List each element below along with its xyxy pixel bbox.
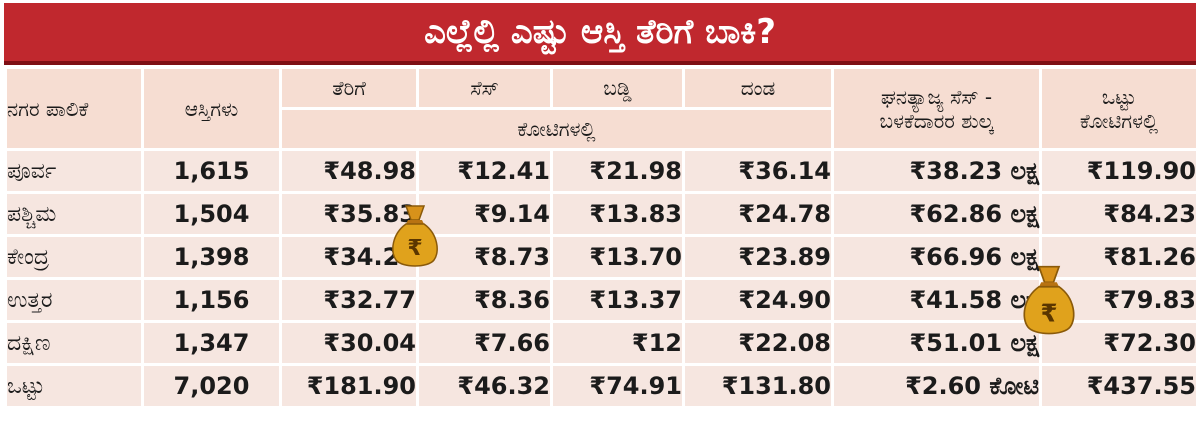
cell-total: ₹79.83 [1042, 280, 1196, 320]
cell-tax: ₹30.04 [282, 323, 416, 363]
cell-total: ₹81.26 [1042, 237, 1196, 277]
header-properties: ಆಸ್ತಿಗಳು [144, 69, 279, 148]
table-row: ದಕ್ಷಿಣ 1,347 ₹30.04 ₹7.66 ₹12 ₹22.08 ₹51.01 ಲಕ… [7, 323, 1196, 363]
cell-waste-cess: ₹66.96 ಲಕ್ಷ [834, 237, 1039, 277]
cell-tax: ₹181.90 [282, 366, 416, 406]
header-subrow: ಕೋಟಿಗಳಲ್ಲಿ [7, 110, 1196, 148]
cell-corporation: ಒಟ್ಟು [7, 366, 141, 406]
header-tax: ತೆರಿಗೆ [282, 69, 416, 107]
cell-interest: ₹21.98 [553, 151, 682, 191]
cell-waste-cess: ₹51.01 ಲಕ್ಷ [834, 323, 1039, 363]
table-row: ಪಶ್ಚಿಮ 1,504 ₹35.83 ₹9.14 ₹13.83 ₹24.78 ₹62.86… [7, 194, 1196, 234]
cell-corporation: ಪಶ್ಚಿಮ [7, 194, 141, 234]
cell-tax: ₹48.98 [282, 151, 416, 191]
cell-penalty: ₹36.14 [685, 151, 831, 191]
table-row: ಪೂರ್ವ 1,615 ₹48.98 ₹12.41 ₹21.98 ₹36.14 ₹38.23… [7, 151, 1196, 191]
cell-properties: 1,615 [144, 151, 279, 191]
cell-properties: 1,504 [144, 194, 279, 234]
cell-total: ₹437.55 [1042, 366, 1196, 406]
cell-tax: ₹34.26 [282, 237, 416, 277]
cell-total: ₹72.30 [1042, 323, 1196, 363]
title-banner: ಎಲ್ಲೆಲ್ಲಿ ಎಷ್ಟು ಆಸ್ತಿ ತೆರಿಗೆ ಬಾಕಿ? [4, 3, 1196, 65]
cell-interest: ₹13.37 [553, 280, 682, 320]
cell-penalty: ₹24.90 [685, 280, 831, 320]
cell-tax: ₹35.83 [282, 194, 416, 234]
cell-penalty: ₹23.89 [685, 237, 831, 277]
cell-properties: 1,156 [144, 280, 279, 320]
cell-corporation: ಕೇಂದ್ರ [7, 237, 141, 277]
header-waste-cess: ಘನತ್ಯಾಜ್ಯ ಸೆಸ್ - ಬಳಕೆದಾರರ ಶುಲ್ಕ [834, 69, 1039, 148]
header-corporation: ನಗರ ಪಾಲಿಕೆ [7, 69, 141, 148]
cell-penalty: ₹22.08 [685, 323, 831, 363]
cell-waste-cess: ₹41.58 ಲಕ್ಷ [834, 280, 1039, 320]
cell-cess: ₹12.41 [419, 151, 550, 191]
cell-waste-cess: ₹2.60 ಕೋಟಿ [834, 366, 1039, 406]
cell-cess: ₹8.73 [419, 237, 550, 277]
cell-waste-cess: ₹62.86 ಲಕ್ಷ [834, 194, 1039, 234]
cell-cess: ₹46.32 [419, 366, 550, 406]
cell-cess: ₹7.66 [419, 323, 550, 363]
cell-properties: 7,020 [144, 366, 279, 406]
header-penalty: ದಂಡ [685, 69, 831, 107]
cell-properties: 1,398 [144, 237, 279, 277]
cell-corporation: ಉತ್ತರ [7, 280, 141, 320]
table-row: ಒಟ್ಟು 7,020 ₹181.90 ₹46.32 ₹74.91 ₹131.80 ₹2.6… [7, 366, 1196, 406]
cell-interest: ₹74.91 [553, 366, 682, 406]
cell-tax: ₹32.77 [282, 280, 416, 320]
header-total: ಒಟ್ಟು ಕೋಟಿಗಳಲ್ಲಿ [1042, 69, 1196, 148]
cell-corporation: ಪೂರ್ವ [7, 151, 141, 191]
cell-penalty: ₹131.80 [685, 366, 831, 406]
cell-interest: ₹12 [553, 323, 682, 363]
header-interest: ಬಡ್ಡಿ [553, 69, 682, 107]
cell-interest: ₹13.70 [553, 237, 682, 277]
cell-total: ₹119.90 [1042, 151, 1196, 191]
table-row: ಕೇಂದ್ರ 1,398 ₹34.26 ₹8.73 ₹13.70 ₹23.89 ₹66.96… [7, 237, 1196, 277]
cell-corporation: ದಕ್ಷಿಣ [7, 323, 141, 363]
table-body: ಪೂರ್ವ 1,615 ₹48.98 ₹12.41 ₹21.98 ₹36.14 ₹38.23… [7, 151, 1196, 406]
table-row: ಉತ್ತರ 1,156 ₹32.77 ₹8.36 ₹13.37 ₹24.90 ₹41.58 … [7, 280, 1196, 320]
cell-total: ₹84.23 [1042, 194, 1196, 234]
cell-interest: ₹13.83 [553, 194, 682, 234]
cell-cess: ₹8.36 [419, 280, 550, 320]
cell-properties: 1,347 [144, 323, 279, 363]
cell-waste-cess: ₹38.23 ಲಕ್ಷ [834, 151, 1039, 191]
tax-dues-table: ನಗರ ಪಾಲಿಕೆ ಆಸ್ತಿಗಳು ತೆರಿಗೆ ಸೆಸ್ ಬಡ್ಡಿ ದಂ… [4, 66, 1199, 409]
header-cess: ಸೆಸ್ [419, 69, 550, 107]
cell-penalty: ₹24.78 [685, 194, 831, 234]
header-crores: ಕೋಟಿಗಳಲ್ಲಿ [282, 110, 831, 148]
header-row: ನಗರ ಪಾಲಿಕೆ ಆಸ್ತಿಗಳು ತೆರಿಗೆ ಸೆಸ್ ಬಡ್ಡಿ ದಂ… [7, 69, 1196, 148]
cell-cess: ₹9.14 [419, 194, 550, 234]
